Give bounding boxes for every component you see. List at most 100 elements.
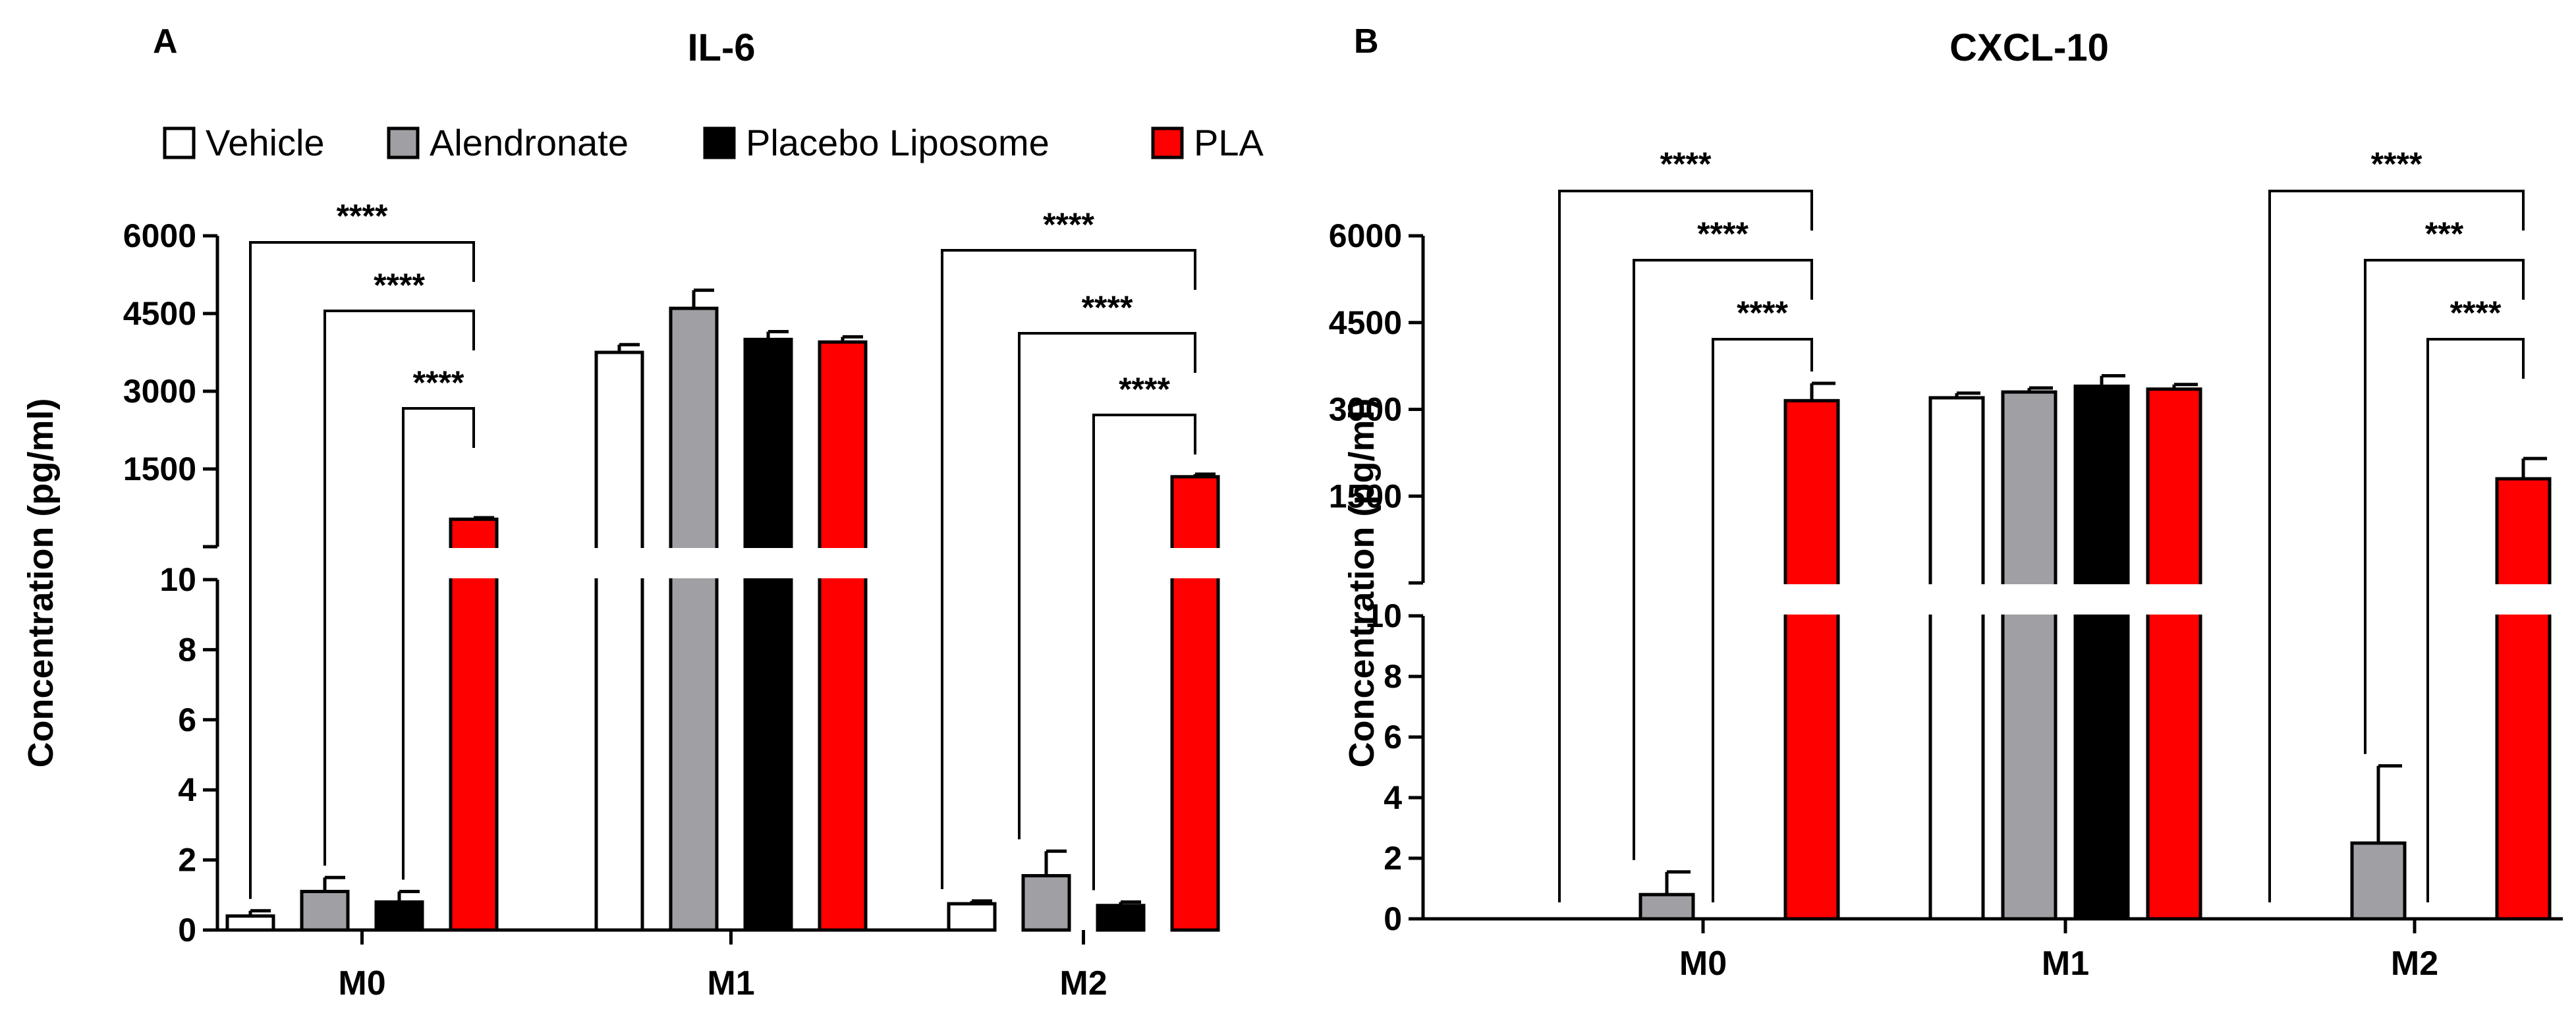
chart-panel-a: A IL-6 0 2 4 6 8 10 1500 3000 4500 6000 Concentratio…: [21, 22, 1264, 1002]
significance-bracket: [1712, 338, 1813, 902]
bar-placebo-liposome: [1096, 904, 1146, 932]
y-tick-label: 6: [178, 701, 196, 738]
bar-vehicle: [225, 914, 275, 932]
bar-pla: [2146, 387, 2202, 921]
axis-break-gap: [448, 548, 499, 578]
significance-bracket: [1633, 259, 1813, 860]
significance-label: ****: [337, 198, 388, 234]
y-tick-label: 6000: [1329, 217, 1402, 254]
significance-label: ****: [1660, 146, 1712, 182]
legend-swatch: [163, 126, 196, 159]
y-tick-label: 8: [178, 631, 196, 668]
significance-label: ****: [413, 364, 464, 401]
chart-title: IL-6: [687, 26, 755, 69]
significance-bracket: [1558, 190, 1813, 902]
y-tick-label: 3000: [1329, 391, 1402, 428]
axis-break-gap: [1783, 584, 1841, 615]
bar-alendronate: [2350, 841, 2407, 921]
axis-break-gap: [817, 548, 868, 578]
y-tick-label: 2: [178, 842, 196, 879]
y-tick-label: 0: [178, 912, 196, 948]
axis-break-gap: [668, 548, 719, 578]
panel-letter: A: [153, 22, 178, 61]
x-category-label: M2: [1059, 964, 1107, 1002]
y-tick-label: 4: [178, 771, 196, 808]
y-tick-label: 1500: [123, 451, 196, 487]
y-tick-label: 10: [159, 561, 196, 598]
y-tick-label: 4: [1384, 779, 1402, 816]
legend-label: Alendronate: [430, 122, 629, 163]
axis-break-gap: [1928, 584, 1986, 615]
significance-bracket: [2426, 338, 2525, 902]
significance-label: ****: [1043, 206, 1094, 243]
x-category-label: M2: [2391, 945, 2438, 983]
significance-label: ****: [374, 267, 425, 304]
panel-letter: B: [1354, 22, 1379, 61]
significance-label: ****: [2450, 294, 2502, 331]
legend-swatch: [703, 126, 736, 159]
x-category-label: M1: [707, 964, 754, 1002]
significance-bracket: [2268, 190, 2525, 902]
bar-pla: [818, 340, 868, 932]
bar-vehicle: [947, 902, 997, 932]
bar-alendronate: [669, 306, 719, 932]
bar-alendronate: [2001, 390, 2058, 921]
y-tick-label: 4500: [1329, 304, 1402, 341]
y-axis-label: Concentration (pg/ml): [21, 398, 61, 768]
significance-bracket: [249, 241, 475, 899]
significance-label: ****: [2371, 146, 2422, 182]
significance-label: ****: [1082, 289, 1133, 326]
bar-placebo-liposome: [374, 900, 424, 932]
axis-break-gap: [2000, 584, 2058, 615]
bar-vehicle: [1928, 396, 1985, 921]
y-tick-label: 2: [1384, 840, 1402, 877]
axis-break-gap: [594, 548, 645, 578]
y-tick-label: 10: [1365, 597, 1402, 634]
significance-bracket: [1092, 414, 1196, 891]
bar-alendronate: [300, 889, 350, 932]
significance-bracket: [941, 249, 1196, 889]
y-tick-label: 0: [1384, 900, 1402, 937]
bar-alendronate: [1021, 874, 1071, 932]
bar-placebo-liposome: [743, 337, 793, 932]
significance-label: ****: [1119, 371, 1170, 408]
y-tick-label: 3000: [123, 373, 196, 410]
bar-pla: [1783, 398, 1840, 921]
chart-panel-b: B CXCL-10 0 2 4 6 8 10 1500 3000 4500 6000 Concentra…: [1329, 22, 2563, 983]
significance-label: ***: [2425, 215, 2464, 252]
significance-bracket: [402, 407, 475, 880]
axis-break-gap: [2073, 584, 2131, 615]
significance-bracket: [2364, 259, 2525, 754]
legend-swatch: [387, 126, 420, 159]
legend-label: Placebo Liposome: [746, 122, 1050, 163]
axis-break-gap: [1169, 548, 1221, 578]
axis-break-gap: [2145, 584, 2203, 615]
x-category-label: M0: [338, 964, 385, 1002]
bar-placebo-liposome: [2073, 384, 2130, 921]
legend: Vehicle Alendronate Placebo Liposome PLA: [163, 122, 1264, 163]
significance-bracket: [323, 310, 475, 866]
x-category-label: M0: [1679, 945, 1727, 983]
bar-pla: [449, 517, 499, 932]
y-tick-label: 8: [1384, 658, 1402, 695]
axis-break-gap: [742, 548, 794, 578]
y-tick-label: 4500: [123, 295, 196, 332]
significance-label: ****: [1697, 215, 1749, 252]
significance-bracket: [1018, 332, 1196, 840]
y-tick-label: 6000: [123, 217, 196, 254]
legend-label: PLA: [1194, 122, 1264, 163]
legend-swatch: [1151, 126, 1184, 159]
legend-label: Vehicle: [206, 122, 325, 163]
bar-alendronate: [1638, 892, 1695, 921]
y-tick-label: 6: [1384, 719, 1402, 755]
y-axis-label: Concentration (pg/ml): [1342, 398, 1382, 768]
y-tick-label: 1500: [1329, 478, 1402, 514]
bar-pla: [1170, 475, 1220, 932]
bar-vehicle: [594, 350, 644, 932]
chart-title: CXCL-10: [1949, 26, 2109, 69]
bar-pla: [2495, 477, 2552, 921]
significance-label: ****: [1737, 294, 1788, 331]
x-category-label: M1: [2042, 945, 2089, 983]
axis-break-gap: [2494, 584, 2552, 615]
